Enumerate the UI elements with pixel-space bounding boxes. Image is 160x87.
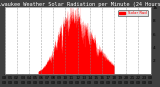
- Title: Milwaukee Weather Solar Radiation per Minute (24 Hours): Milwaukee Weather Solar Radiation per Mi…: [0, 2, 160, 7]
- Legend: Solar Rad: Solar Rad: [118, 10, 148, 16]
